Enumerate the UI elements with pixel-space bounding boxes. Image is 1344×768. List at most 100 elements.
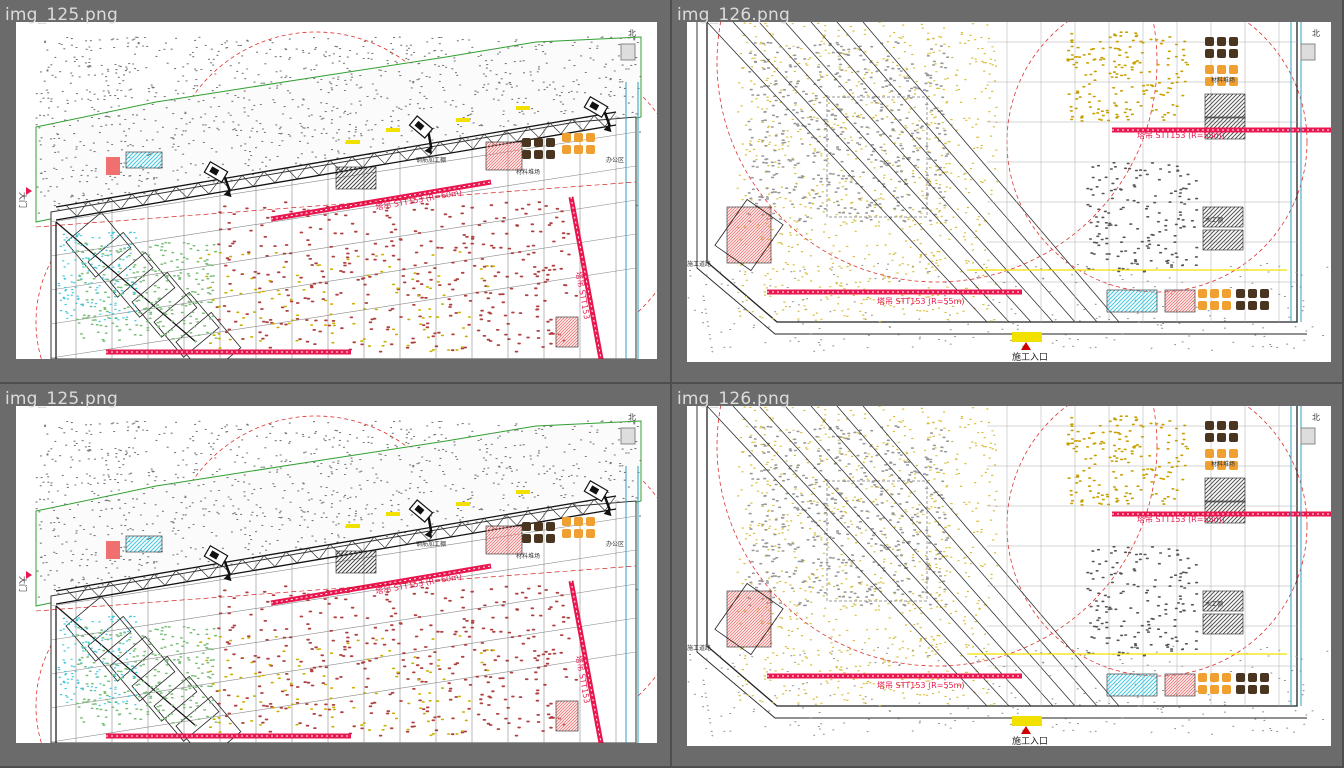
- panel-bottom-right[interactable]: img_126.png 塔吊 STT153 (R=55m) 塔吊 STT153 (…: [672, 384, 1344, 768]
- crane-label: 塔吊 STT153 (R=55m): [1137, 130, 1225, 140]
- storage-hatch: [1202, 229, 1244, 251]
- compass-box: [620, 427, 636, 445]
- excavation-outline: [706, 22, 1298, 323]
- crane-jib-lattice: [270, 565, 492, 604]
- rebar-shed: [726, 590, 772, 648]
- storage-hatch: [1202, 590, 1244, 612]
- site-plan-image: 塔吊 STT153 (R=60m) 塔吊 STT153 北大门 材料堆场 钢筋加工棚办…: [16, 22, 657, 359]
- stipple-fill: [215, 201, 579, 353]
- entrance-marker: [1012, 716, 1042, 726]
- material-blocks-orange: [1198, 673, 1231, 694]
- crane-radius-circle: [716, 22, 1158, 283]
- north-label: 北: [1312, 413, 1320, 422]
- material-blocks-orange: [1205, 65, 1238, 86]
- store-label: 材料堆场: [1211, 76, 1235, 84]
- material-blocks-orange: [1205, 449, 1238, 470]
- filename-label: img_125.png: [5, 389, 118, 409]
- filename-label: img_125.png: [5, 5, 118, 25]
- stipple-fill: [736, 406, 999, 707]
- material-blocks-dark: [1205, 421, 1238, 442]
- site-plan-a-drawing: 塔吊 STT153 (R=60m)塔吊 STT153 北大门材料堆场钢筋加工棚办…: [18, 413, 657, 743]
- ramp-cell: [65, 211, 132, 278]
- excavator-icon: [583, 479, 612, 517]
- storage-hatch: [1204, 477, 1246, 503]
- stipple-fill: [736, 22, 999, 323]
- excavator-icon: [408, 115, 434, 155]
- yellow-marker: [516, 490, 530, 494]
- site-plan-image: 塔吊 STT153 (R=60m) 塔吊 STT153 北大门 材料堆场 钢筋加工棚办…: [16, 406, 657, 743]
- material-blocks-orange: [1198, 289, 1231, 310]
- gate-label: 大门: [18, 576, 28, 592]
- red-boundary: [35, 565, 637, 612]
- ramp-cell: [153, 675, 220, 742]
- compass-box: [1300, 427, 1316, 445]
- drainage-line: [1290, 406, 1302, 706]
- crane-label: 塔吊 STT153 (R=55m): [1137, 514, 1225, 524]
- compass-box: [620, 43, 636, 61]
- store-label: 材料堆场: [516, 552, 540, 560]
- stipple-fill: [687, 261, 1329, 353]
- crane-jib: [568, 580, 604, 743]
- entrance-marker: [1012, 332, 1042, 342]
- stipple-fill: [1066, 31, 1190, 122]
- stipple-fill: [57, 615, 138, 707]
- stipple-fill: [57, 231, 138, 323]
- stipple-fill: [1086, 546, 1199, 657]
- compass-box: [1300, 43, 1316, 61]
- entrance-arrow: [26, 187, 32, 195]
- material-blocks-dark: [1205, 37, 1238, 58]
- excavator-icon: [203, 160, 232, 198]
- entrance-arrow: [26, 571, 32, 579]
- store-label: 钢筋加工棚: [416, 540, 446, 548]
- stipple-fill: [1086, 162, 1199, 273]
- site-plan-b-drawing: 塔吊 STT153 (R=55m) 塔吊 STT153 (R=55m) 施工入口 施工…: [687, 22, 1331, 362]
- crane-label: 塔吊 STT153 (R=55m): [877, 680, 965, 690]
- entrance-label: 施工入口: [1012, 735, 1048, 746]
- stipple-fill: [1066, 415, 1190, 506]
- north-label: 北: [1312, 29, 1320, 38]
- yellow-marker: [346, 524, 360, 528]
- north-label: 北: [628, 29, 636, 38]
- office-block: [1106, 289, 1158, 313]
- rebar-shed: [1164, 289, 1196, 313]
- store-label: 材料堆场: [1211, 460, 1235, 468]
- ramp-outline: [55, 221, 197, 359]
- ramp-cell: [153, 291, 220, 358]
- crane-jib: [568, 196, 604, 359]
- store-label: 办公区: [606, 156, 624, 164]
- rebar-outline: [714, 198, 784, 272]
- panel-top-left[interactable]: img_125.png 塔吊 STT153 (R=60m) 塔吊 STT153 北…: [0, 0, 672, 384]
- rebar-shed: [1164, 673, 1196, 697]
- site-plan-b-drawing: 塔吊 STT153 (R=55m) 塔吊 STT153 (R=55m) 施工入口 施工…: [687, 406, 1331, 746]
- stipple-fill: [215, 585, 579, 737]
- north-label: 北: [628, 413, 636, 422]
- entrance-arrow: [1021, 342, 1031, 350]
- rebar-stack: [555, 700, 579, 732]
- panel-bottom-left[interactable]: img_125.png 塔吊 STT153 (R=60m) 塔吊 STT153 北…: [0, 384, 672, 768]
- rebar-outline: [714, 582, 784, 656]
- storage-hatch: [1202, 613, 1244, 635]
- yellow-marker: [386, 128, 400, 132]
- panel-top-right[interactable]: img_126.png 塔吊 STT153 (R=55m) 塔吊 STT153 (…: [672, 0, 1344, 384]
- storage-hatch: [1202, 206, 1244, 228]
- store-label: 办公区: [606, 540, 624, 548]
- stipple-fill: [746, 425, 950, 607]
- ramp-cell: [65, 595, 132, 662]
- entrance-arrow: [1021, 726, 1031, 734]
- gate-block: [106, 541, 120, 559]
- excavator-icon: [203, 544, 232, 582]
- material-blocks-dark: [1236, 289, 1269, 310]
- stipple-fill: [199, 251, 496, 353]
- red-boundary: [35, 181, 637, 228]
- material-blocks-orange: [562, 517, 595, 538]
- road-label: 施工道路: [687, 260, 711, 268]
- material-blocks-orange: [562, 133, 595, 154]
- structure-grid: [987, 22, 1297, 322]
- material-blocks-dark: [522, 522, 555, 543]
- crane-label: 塔吊 STT153 (R=55m): [877, 296, 965, 306]
- excavator-icon: [583, 95, 612, 133]
- filename-label: img_126.png: [677, 389, 790, 409]
- ramp-outline: [55, 605, 197, 743]
- entrance-label: 施工入口: [1012, 351, 1048, 362]
